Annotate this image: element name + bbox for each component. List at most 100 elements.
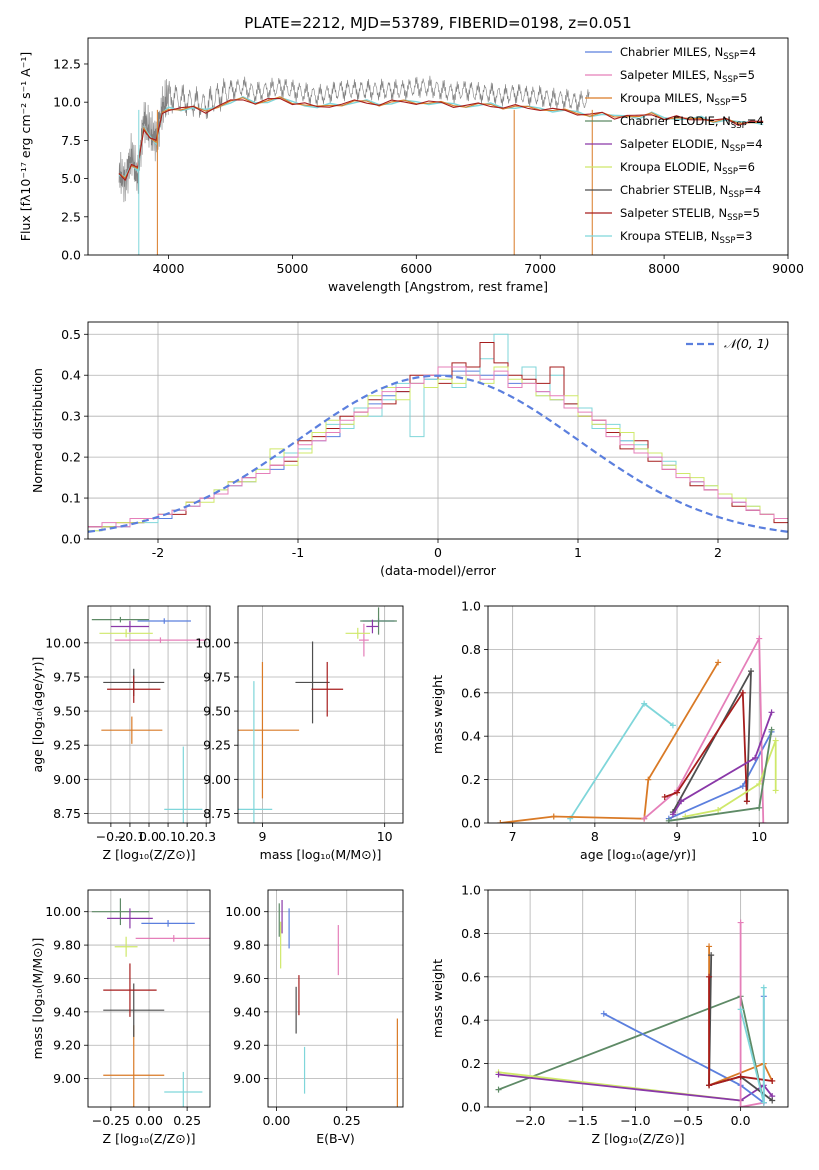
weight-series-line [664,689,748,802]
legend-suffix: =4 [739,45,756,59]
x-tick-label: 0.3 [196,829,216,844]
weight-marker [495,1086,502,1093]
x-axis-label: Z [log₁₀(Z/Z⊙)] [592,1131,685,1146]
y-tick-label: 9.20 [53,1038,81,1053]
axes-frame [87,37,789,256]
weight-marker [760,984,767,991]
x-tick-label: -1 [292,545,304,560]
weight-series-line [668,729,773,822]
legend-suffix: =4 [746,137,763,151]
plot-area [278,900,398,1107]
x-axis-label: wavelength [Angstrom, rest frame] [328,279,548,294]
y-tick-label: 9.60 [233,971,261,986]
x-axis-label: (data-model)/error [380,563,497,578]
legend-label: Salpeter MILES, N [620,68,722,82]
weight-marker [760,1099,767,1106]
mass-vs-metallicity-panel: −0.25 0.00 0.25 9.00 9.20 9.40 9.60 9.80 10.00 Z … [30,889,211,1146]
y-tick-label: 0.8 [461,642,481,657]
y-tick-label: 9.25 [53,738,81,753]
legend-suffix: =4 [747,114,764,128]
legend-sub: SSP [722,75,738,85]
weight-marker [772,737,779,744]
weight-marker [752,754,759,761]
axes-frame [237,605,404,824]
weight-marker [743,798,750,805]
legend-sub: SSP [730,144,746,154]
y-tick-label: 0.5 [61,327,81,342]
x-tick-label: 7000 [524,261,556,276]
legend-entry: Kroupa MILES, NSSP=5 [620,91,747,108]
histogram-series [88,366,788,532]
x-tick-label: −1.5 [568,1113,598,1128]
y-tick-label: 9.80 [233,938,261,953]
x-tick-label: 9 [258,829,266,844]
x-tick-label: 1 [574,545,582,560]
x-tick-label: −0.2 [96,829,126,844]
weight-marker [674,789,681,796]
legend-entry: Chabrier STELIB, NSSP=4 [620,183,761,200]
legend-label: Kroupa MILES, N [620,91,715,105]
spectrum-panel: 4000 5000 6000 7000 8000 9000 0.0 2.5 5.0 7.5 10.0… [18,37,804,294]
legend-entry: Chabrier ELODIE, NSSP=4 [620,114,764,131]
model-spectrum-line [118,97,764,182]
weight-marker [495,1071,502,1078]
y-tick-label: 8.75 [53,806,81,821]
x-tick-label: −1.0 [620,1113,650,1128]
weight-marker [706,973,713,980]
y-axis-label: mass weight [430,959,445,1038]
plot-area [91,616,207,823]
weight-series-line [569,702,674,820]
legend-sub: SSP [728,190,744,200]
weight-marker [768,726,775,733]
weight-marker [739,783,746,790]
weight-marker [641,815,648,822]
weight-marker [661,793,668,800]
weight-marker [715,806,722,813]
x-tick-label: -2 [152,545,164,560]
x-tick-label: 10 [751,829,767,844]
x-tick-label: −0.5 [673,1113,703,1128]
legend-sub: SSP [731,121,747,131]
x-axis-label: Z [log₁₀(Z/Z⊙)] [103,847,196,862]
legend-label: Chabrier MILES, N [620,45,723,59]
legend-label: Chabrier STELIB, N [620,183,728,197]
weight-marker [641,700,648,707]
legend-sub: SSP [723,52,739,62]
y-tick-label: 0.0 [461,1100,481,1115]
y-tick-label: 0.4 [61,368,81,383]
legend-suffix: =4 [744,183,761,197]
normal-distribution-curve [88,374,788,533]
y-tick-label: 8.75 [203,806,231,821]
weight-series-line [672,670,752,813]
age-vs-mass-panel: 9 10 8.75 9.00 9.25 9.50 9.75 10.00 mass [log₁₀(… [195,605,404,862]
y-tick-label: 10.00 [45,635,81,650]
weight-marker [737,1104,744,1107]
x-axis-label: Z [log₁₀(Z/Z⊙)] [103,1131,196,1146]
weight-marker [678,798,685,805]
legend-entry: Salpeter STELIB, NSSP=5 [620,206,760,223]
y-axis-label: mass weight [430,675,445,754]
y-tick-label: 9.50 [53,704,81,719]
x-tick-label: 7 [509,829,517,844]
x-tick-label: 0.0 [731,1113,751,1128]
y-tick-label: 9.00 [53,1071,81,1086]
plot-area [497,635,779,823]
weight-marker [737,1006,744,1013]
y-tick-label: 0.3 [61,409,81,424]
x-tick-label: 10 [377,829,393,844]
weight-marker [737,919,744,926]
legend-entry: Chabrier MILES, NSSP=4 [620,45,756,62]
y-tick-label: 9.00 [203,772,231,787]
x-tick-label: 0.2 [177,829,197,844]
legend-entry: Kroupa STELIB, NSSP=3 [620,229,752,246]
legend-suffix: =5 [743,206,760,220]
weight-marker [739,689,746,696]
histogram-series [88,366,788,528]
weight-series-line [643,635,765,823]
weight-marker [497,820,504,823]
weight-marker [669,722,676,729]
plot-area [88,333,788,533]
plot-area [238,607,397,823]
